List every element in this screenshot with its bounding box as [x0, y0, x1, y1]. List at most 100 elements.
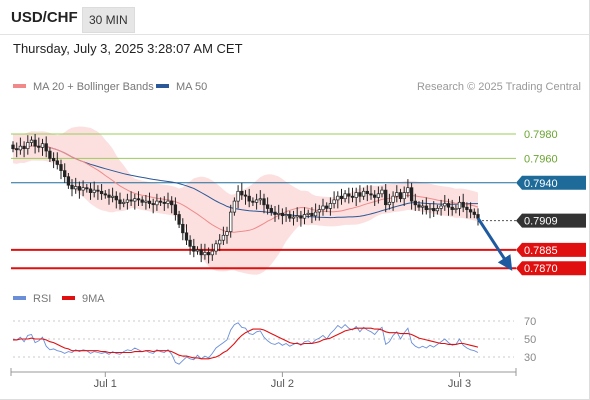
candle: [177, 210, 181, 228]
candle-body: [188, 239, 192, 247]
candle: [110, 187, 115, 203]
candle-body: [77, 186, 82, 191]
candle-body: [218, 239, 222, 245]
candle: [420, 199, 425, 215]
candle-body: [350, 195, 355, 198]
level-tag-bg: [516, 175, 586, 190]
candle: [107, 188, 111, 205]
candle-body: [254, 199, 259, 203]
candle: [195, 246, 200, 255]
candle: [398, 188, 403, 203]
candle-body: [18, 145, 23, 151]
candle-body: [450, 206, 454, 210]
candle: [384, 184, 388, 213]
rsi-legend-swatch: [13, 296, 26, 300]
level-tag: 0.7870: [516, 261, 586, 275]
candle: [11, 141, 15, 153]
candle: [26, 135, 30, 155]
candle: [450, 199, 454, 216]
candle-body: [328, 203, 333, 209]
candle-body: [273, 211, 277, 215]
candle: [439, 199, 443, 216]
candle-body: [265, 204, 270, 209]
candle: [288, 210, 292, 222]
candle-body: [118, 199, 122, 204]
candle-body: [129, 199, 133, 202]
candle: [229, 204, 233, 238]
candle: [347, 187, 351, 204]
candle-body: [85, 187, 89, 190]
candle: [254, 193, 259, 210]
time-axis: Jul 1 Jul 2 Jul 3: [10, 368, 517, 390]
candle: [251, 197, 255, 206]
candle: [325, 202, 329, 213]
candle-body: [280, 212, 285, 217]
candle: [133, 193, 137, 210]
candle-body: [302, 214, 307, 219]
candle: [48, 147, 52, 162]
candle: [99, 184, 104, 200]
candle: [192, 238, 196, 258]
candle-body: [99, 190, 104, 195]
candle: [166, 192, 170, 209]
candle: [409, 182, 414, 210]
candle: [402, 186, 406, 206]
forecast-arrow: [476, 217, 513, 271]
candle-body: [461, 201, 465, 208]
legend-label: MA 50: [176, 81, 207, 93]
candle: [214, 240, 218, 255]
candle: [243, 190, 248, 205]
candle: [343, 190, 347, 203]
candle-body: [391, 195, 395, 203]
candle-body: [15, 148, 19, 151]
candle: [273, 206, 277, 222]
candle: [376, 186, 381, 204]
candle-body: [339, 195, 344, 199]
credit-label: Research © 2025 Trading Central: [417, 81, 581, 93]
candle: [435, 204, 440, 215]
candle: [18, 137, 23, 155]
candle: [295, 207, 299, 222]
candle-body: [133, 198, 137, 202]
candle-body: [291, 216, 296, 219]
candle: [277, 204, 281, 220]
candle-body: [435, 208, 440, 212]
candle-body: [92, 189, 96, 193]
candle: [332, 191, 336, 209]
9ma-line: [13, 327, 479, 360]
candle-body: [420, 205, 425, 208]
candle-body: [225, 231, 229, 236]
candle-body: [465, 206, 469, 210]
candle-body: [313, 211, 318, 217]
candle-body: [457, 201, 462, 209]
candle: [350, 187, 355, 203]
candle: [302, 207, 307, 225]
rsi-tick-label: 30: [524, 352, 536, 364]
candle-body: [158, 200, 163, 203]
candle: [417, 201, 421, 211]
candle-body: [365, 190, 369, 195]
candle-body: [166, 200, 170, 204]
candle-body: [413, 200, 417, 206]
timeframe-badge[interactable]: 30 MIN: [82, 7, 135, 33]
candle-body: [468, 209, 473, 213]
candle: [162, 196, 166, 211]
candle: [336, 191, 340, 209]
candle-body: [236, 190, 240, 202]
candle: [210, 243, 214, 261]
candle: [63, 163, 67, 183]
candle: [247, 188, 251, 208]
candle-body: [384, 189, 388, 206]
candle-body: [321, 205, 325, 211]
candle: [454, 204, 458, 214]
candle: [218, 234, 222, 252]
candle-body: [402, 192, 406, 200]
candle-body: [232, 200, 237, 213]
candle: [118, 192, 122, 210]
candle: [85, 184, 89, 193]
candle: [265, 197, 270, 215]
candle: [317, 204, 321, 221]
candle: [136, 191, 141, 206]
rsi-legend-swatch: [62, 296, 75, 300]
